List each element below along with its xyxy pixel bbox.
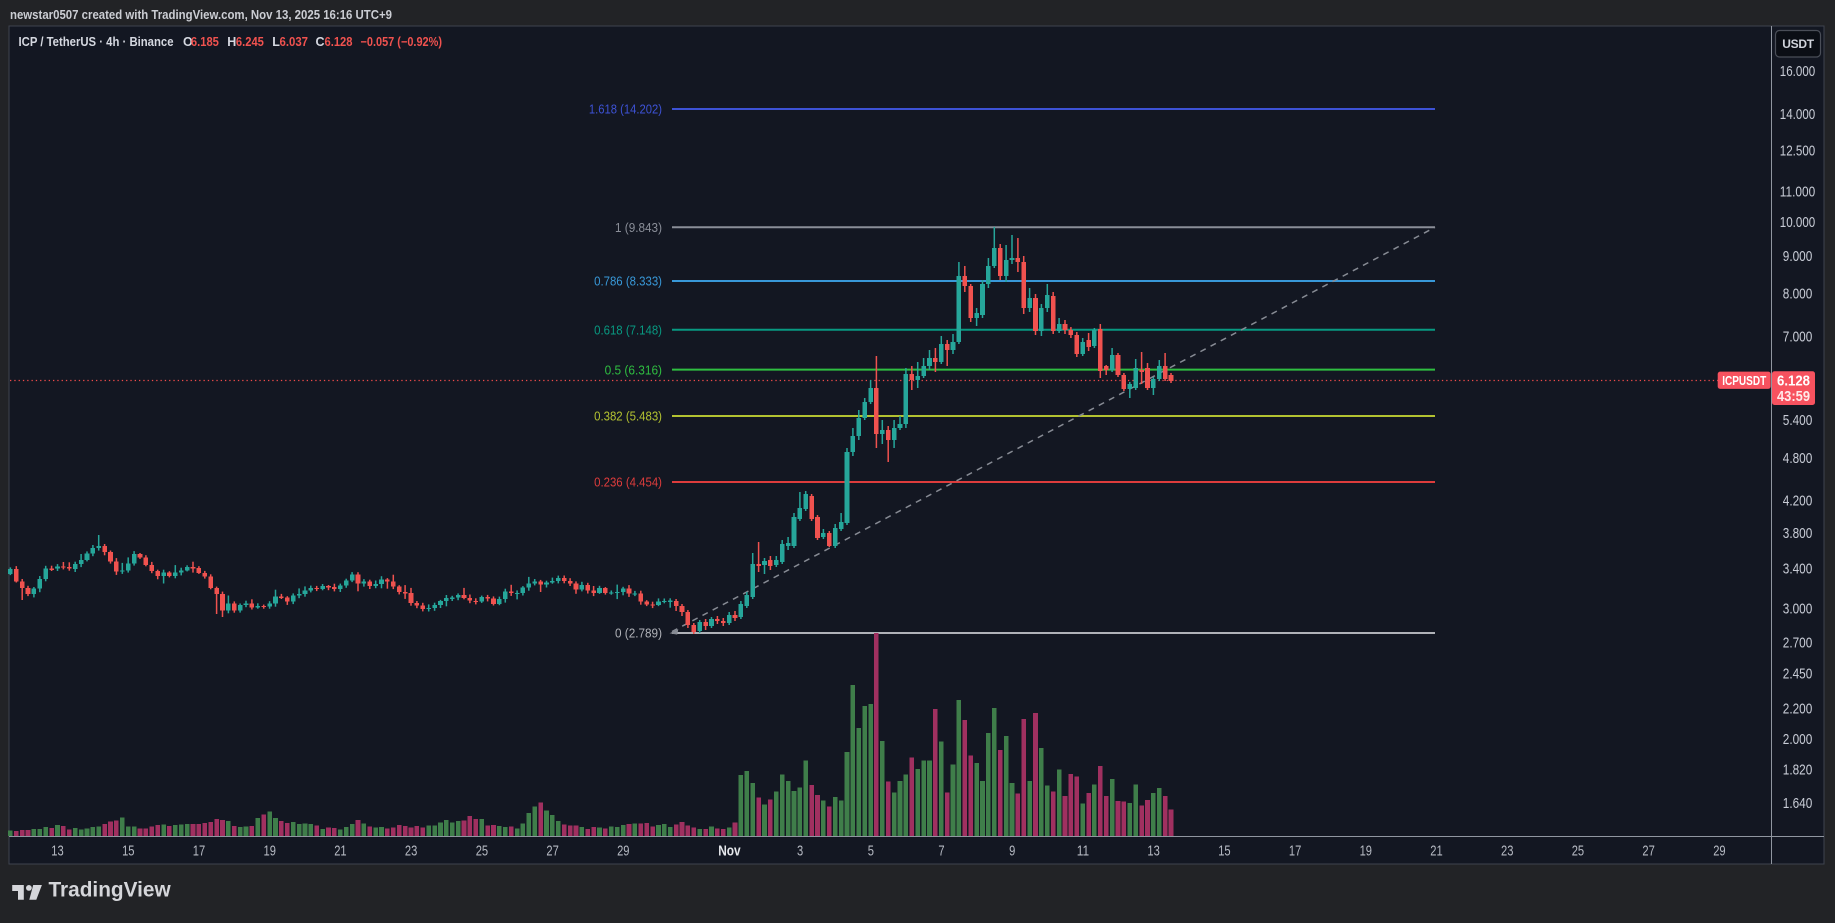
svg-text:3: 3 [797, 842, 803, 859]
svg-text:11: 11 [1077, 842, 1089, 859]
svg-text:10.000: 10.000 [1780, 214, 1815, 231]
svg-text:H: H [227, 35, 236, 49]
svg-text:3.000: 3.000 [1783, 601, 1813, 618]
svg-text:19: 19 [1360, 842, 1372, 859]
svg-text:4.200: 4.200 [1783, 493, 1813, 510]
svg-text:6.245: 6.245 [236, 35, 264, 49]
svg-text:27: 27 [546, 842, 558, 859]
svg-text:17: 17 [1289, 842, 1301, 859]
svg-text:0.5 (6.316): 0.5 (6.316) [605, 362, 662, 377]
svg-text:0.786 (8.333): 0.786 (8.333) [594, 274, 662, 289]
svg-text:9.000: 9.000 [1783, 248, 1813, 265]
svg-text:1.618 (14.202): 1.618 (14.202) [589, 102, 662, 117]
svg-text:2.000: 2.000 [1783, 731, 1813, 748]
svg-text:0.618 (7.148): 0.618 (7.148) [594, 323, 662, 338]
svg-text:newstar0507 created with Tradi: newstar0507 created with TradingView.com… [10, 8, 392, 22]
svg-text:ICP / TetherUS · 4h · Binance: ICP / TetherUS · 4h · Binance [19, 35, 174, 49]
svg-text:5: 5 [868, 842, 874, 859]
svg-text:15: 15 [1218, 842, 1230, 859]
svg-text:43:59: 43:59 [1777, 388, 1810, 405]
svg-text:23: 23 [1501, 842, 1513, 859]
svg-text:USDT: USDT [1782, 37, 1814, 51]
svg-text:−0.057 (−0.92%): −0.057 (−0.92%) [361, 35, 443, 49]
svg-text:27: 27 [1642, 842, 1654, 859]
svg-text:29: 29 [1713, 842, 1725, 859]
svg-text:TradingView: TradingView [49, 879, 172, 902]
svg-text:0.236 (4.454): 0.236 (4.454) [594, 475, 662, 490]
svg-text:6.185: 6.185 [191, 35, 219, 49]
svg-text:9: 9 [1009, 842, 1015, 859]
svg-text:0 (2.789): 0 (2.789) [615, 626, 662, 641]
svg-text:12.500: 12.500 [1780, 142, 1815, 159]
svg-text:1 (9.843): 1 (9.843) [615, 220, 662, 235]
svg-text:1.820: 1.820 [1783, 762, 1813, 779]
svg-text:7: 7 [938, 842, 944, 859]
svg-text:8.000: 8.000 [1783, 286, 1813, 303]
svg-text:21: 21 [1430, 842, 1442, 859]
svg-text:25: 25 [1572, 842, 1584, 859]
svg-text:23: 23 [405, 842, 417, 859]
svg-text:3.400: 3.400 [1783, 561, 1813, 578]
svg-text:5.400: 5.400 [1783, 412, 1813, 429]
svg-text:6.128: 6.128 [1777, 372, 1810, 389]
svg-text:ICPUSDT: ICPUSDT [1722, 373, 1766, 388]
svg-text:29: 29 [617, 842, 629, 859]
svg-text:6.037: 6.037 [280, 35, 309, 49]
svg-text:2.450: 2.450 [1783, 666, 1813, 683]
svg-text:21: 21 [334, 842, 346, 859]
svg-text:11.000: 11.000 [1780, 183, 1815, 200]
svg-text:1.640: 1.640 [1783, 795, 1813, 812]
svg-text:13: 13 [1147, 842, 1159, 859]
svg-text:6.128: 6.128 [325, 35, 353, 49]
svg-text:19: 19 [264, 842, 276, 859]
svg-text:16.000: 16.000 [1780, 63, 1815, 80]
svg-text:Nov: Nov [718, 842, 741, 859]
svg-text:14.000: 14.000 [1780, 106, 1815, 123]
svg-text:O: O [183, 35, 193, 49]
svg-text:2.200: 2.200 [1783, 700, 1813, 717]
svg-text:C: C [316, 35, 325, 49]
svg-text:4.800: 4.800 [1783, 450, 1813, 467]
svg-text:3.800: 3.800 [1783, 525, 1813, 542]
svg-text:7.000: 7.000 [1783, 329, 1813, 346]
svg-text:2.700: 2.700 [1783, 634, 1813, 651]
svg-text:0.382 (5.483): 0.382 (5.483) [594, 409, 662, 424]
svg-text:15: 15 [122, 842, 134, 859]
svg-text:13: 13 [51, 842, 63, 859]
svg-text:25: 25 [476, 842, 488, 859]
svg-text:17: 17 [193, 842, 205, 859]
svg-text:L: L [272, 35, 280, 49]
